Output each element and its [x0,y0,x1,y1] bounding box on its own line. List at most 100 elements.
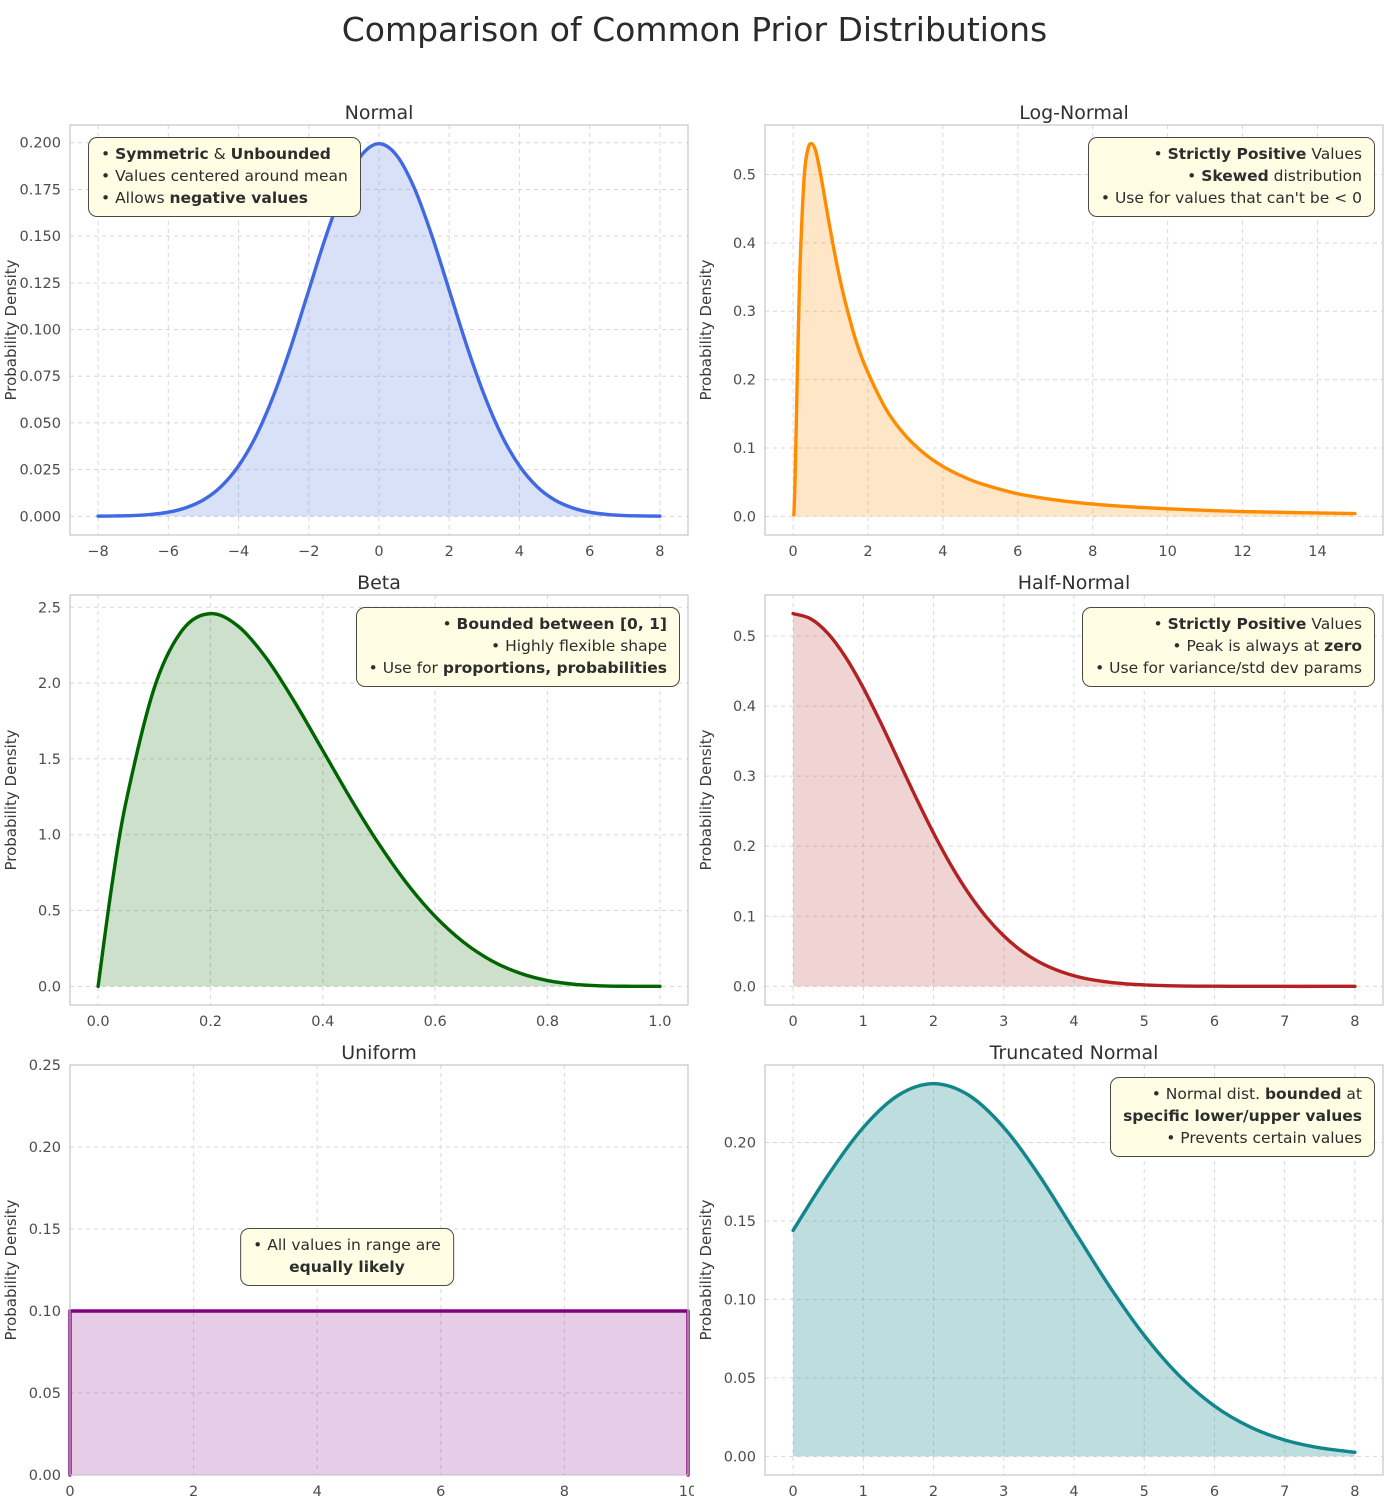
annotation-line: • Normal dist. bounded at [1123,1083,1362,1105]
annotation-line: equally likely [253,1256,441,1278]
x-tick-label: 6 [1210,1014,1219,1030]
y-tick-label: 0.0 [38,979,61,995]
y-tick-label: 2.0 [38,676,61,692]
annotation-line: • Allows negative values [101,187,348,209]
x-tick-label: 0 [65,1484,74,1500]
x-tick-label: 0 [788,544,797,560]
density-fill [98,143,660,517]
annotation-segment: bounded [1264,1085,1342,1103]
x-tick-label: 3 [999,1014,1008,1030]
density-fill [70,1311,688,1475]
chart-canvas-half-normal: Half-Normal Probability Density 0 1 2 3 4 5 6 7 8 0… [697,572,1384,1030]
chart-title: Normal [345,102,414,124]
x-tick-label: 7 [1280,1014,1289,1030]
y-tick-label: 0.175 [19,182,61,198]
annotation-segment: distribution [1268,167,1362,186]
annotation-segment: • [1153,615,1168,633]
plot-area [764,124,1384,536]
y-tick-label: 1.5 [38,752,61,768]
x-tick-label: −2 [298,544,319,560]
y-tick-label: 0.025 [19,463,61,479]
annotation-segment: • [442,615,457,633]
y-tick-label: 0.1 [733,441,756,457]
x-tick-label: 2 [445,544,454,560]
chart-canvas-log-normal: Log-Normal Probability Density 0 2 4 6 8 10 12 14… [697,102,1384,560]
density-fill [98,613,660,987]
annotation-segment: at [1341,1085,1362,1103]
x-tick-label: 3 [999,1484,1008,1500]
annotation-line: • Symmetric & Unbounded [101,143,348,165]
chart-uniform: Uniform Probability Density 0 2 4 6 8 10 0.00 0.0… [0,1035,697,1505]
y-tick-label: 0.3 [733,304,756,320]
annotation-line: • Values centered around mean [101,165,348,187]
y-tick-label: 0.4 [733,699,756,715]
annotation-segment: • [1187,167,1202,186]
y-tick-label: 0.00 [29,1468,61,1484]
y-tick-label: 0.5 [733,629,756,645]
y-tick-label: 0.150 [19,229,61,245]
annotation-segment: equally likely [289,1258,405,1277]
density-curve [96,611,662,989]
chart-normal: Normal Probability Density −8 −6 −4 −2 0 2 4 6 8 0.… [0,95,694,565]
y-axis-label: Probability Density [697,729,715,870]
y-tick-label: 1.0 [38,828,61,844]
annotation-segment: • [1153,145,1168,163]
chart-title: Truncated Normal [989,1042,1159,1064]
x-tick-label: −8 [87,544,108,560]
x-tick-label: 6 [585,544,594,560]
density-fill [793,613,1355,987]
chart-canvas-normal: Normal Probability Density −8 −6 −4 −2 0 2 4 6 8 0.… [2,102,689,560]
y-tick-label: 0.5 [38,904,61,920]
y-tick-label: 0.4 [733,236,756,252]
annotation-segment: • Use for [368,659,443,678]
annotation-line: • All values in range are [253,1234,441,1256]
x-tick-label: 0.0 [87,1014,110,1030]
annotation-segment: Strictly Positive [1167,615,1307,633]
annotation-line: • Peak is always at zero [1095,635,1362,657]
x-tick-label: 8 [560,1484,569,1500]
x-tick-label: 4 [313,1484,322,1500]
x-tick-label: 0.6 [424,1014,447,1030]
x-tick-label: 10 [1158,544,1176,560]
annotation-line: • Use for variance/std dev params [1095,657,1362,679]
y-tick-label: 0.00 [724,1449,756,1465]
y-tick-label: 0.075 [19,369,61,385]
annotation-line: • Use for values that can't be < 0 [1101,187,1362,209]
annotation-line: • Prevents certain values [1123,1127,1362,1149]
x-tick-label: 0 [788,1484,797,1500]
y-tick-label: 0.10 [724,1292,756,1308]
y-tick-label: 0.125 [19,276,61,292]
annotation-line: • Skewed distribution [1101,165,1362,187]
y-axis-label: Probability Density [697,1199,715,1340]
chart-title: Half-Normal [1018,572,1130,594]
y-axis-label: Probability Density [697,259,715,400]
density-fill [793,1083,1355,1457]
y-axis-label: Probability Density [2,1199,20,1340]
x-tick-label: 0.8 [536,1014,559,1030]
density-curve [791,611,1357,989]
annotation-line: • Use for proportions, probabilities [369,657,667,679]
y-tick-label: 0.3 [733,769,756,785]
annotation-segment: • Highly flexible shape [491,637,667,656]
plot-area [69,1064,689,1476]
chart-half-normal: Half-Normal Probability Density 0 1 2 3 4 5 6 7 8 0… [695,565,1389,1035]
annotation-box-beta: • Bounded between [0, 1] • Highly flexibl… [355,607,680,688]
x-tick-label: 2 [863,544,872,560]
annotation-segment: • Use for values that can't be < 0 [1100,189,1362,208]
chart-title: Beta [357,572,401,594]
x-tick-label: 14 [1308,544,1326,560]
x-tick-label: 8 [1350,1484,1359,1500]
density-fill [793,143,1355,517]
x-tick-label: 0 [788,1014,797,1030]
annotation-line: • Bounded between [0, 1] [369,613,667,635]
x-tick-label: 0.2 [199,1014,222,1030]
y-tick-label: 0.050 [19,416,61,432]
annotation-line: • Strictly Positive Values [1101,143,1362,165]
annotation-segment: • Allows [101,189,170,208]
annotation-line: • Strictly Positive Values [1095,613,1362,635]
annotation-segment: zero [1324,637,1362,656]
y-tick-label: 0.25 [29,1058,61,1074]
annotation-box-normal: • Symmetric & Unbounded • Values centered… [88,137,361,218]
y-tick-label: 0.15 [724,1214,756,1230]
chart-log-normal: Log-Normal Probability Density 0 2 4 6 8 10 12 14… [695,95,1389,565]
